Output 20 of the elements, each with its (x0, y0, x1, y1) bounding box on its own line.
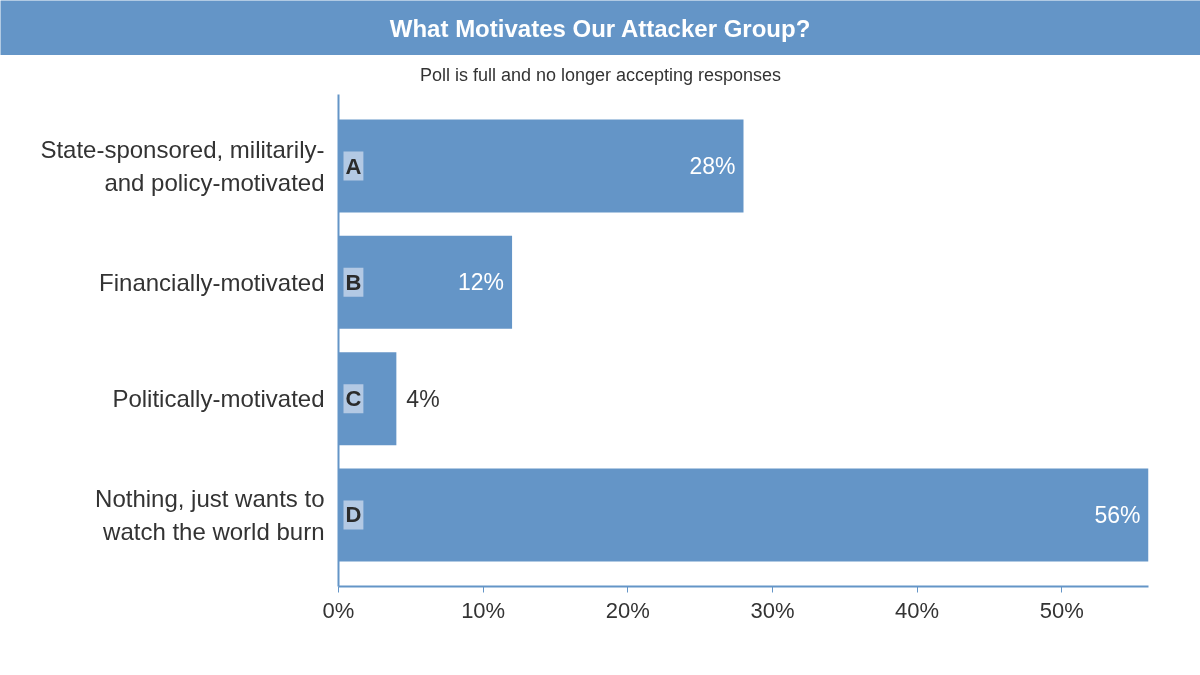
annotation: D (345, 502, 362, 528)
x-tick-label: 40% (895, 597, 940, 623)
x-tick-label: 0% (322, 597, 355, 623)
data-label: 4% (406, 385, 440, 412)
y-tick-label: State-sponsored, militarily- and policy-motivated (40, 136, 325, 196)
annotation: C (345, 386, 362, 412)
x-tick-label: 30% (750, 597, 795, 623)
y-tick-label: Politically-motivated (112, 385, 325, 413)
data-label: 56% (1094, 501, 1141, 528)
y-tick-label: Nothing, just wants to watch the world burn (95, 485, 325, 545)
x-tick-label: 20% (605, 597, 650, 623)
chart-subtitle: Poll is full and no longer accepting responses (419, 64, 782, 85)
x-tick-label: 10% (461, 597, 506, 623)
annotation: A (345, 153, 362, 179)
x-tick-label: 50% (1039, 597, 1084, 623)
data-label: 28% (689, 153, 736, 180)
y-tick-label: Financially-motivated (99, 268, 325, 296)
chart-title: What Motivates Our Attacker Group? (389, 14, 811, 42)
annotation: B (345, 269, 362, 295)
data-label: 12% (458, 269, 505, 296)
